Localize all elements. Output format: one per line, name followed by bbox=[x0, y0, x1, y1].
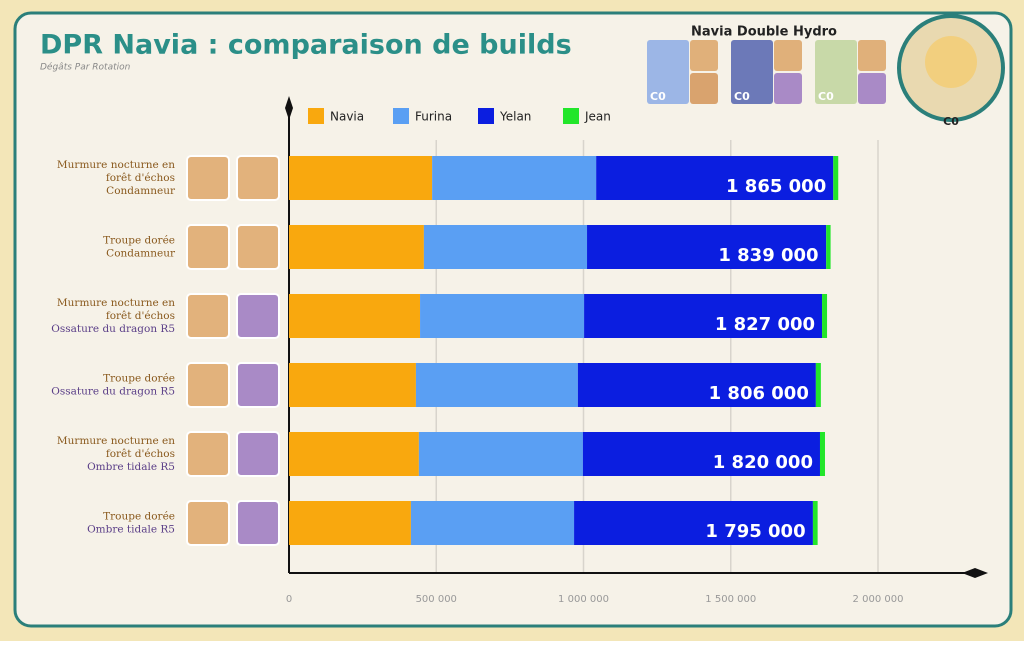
legend-label: Navia bbox=[330, 110, 364, 124]
legend-swatch bbox=[478, 108, 494, 124]
weapon-label: Condamneur bbox=[106, 248, 176, 260]
weapon-icon bbox=[236, 155, 280, 201]
total-label: 1 806 000 bbox=[709, 383, 809, 404]
weapon-icon bbox=[236, 431, 280, 477]
bar-segment bbox=[574, 501, 813, 545]
bar-segment bbox=[587, 225, 827, 269]
legend-swatch bbox=[308, 108, 324, 124]
weapon-icon bbox=[236, 293, 280, 339]
artifact-label: Troupe dorée bbox=[103, 511, 175, 523]
bar-segment bbox=[812, 501, 818, 545]
weapon-label: Ossature du dragon R5 bbox=[51, 386, 175, 398]
artifact-icon bbox=[690, 40, 718, 71]
bar-segment bbox=[582, 432, 820, 476]
weapon-icon bbox=[774, 73, 802, 104]
bar-segment bbox=[289, 156, 433, 200]
constellation: C0 bbox=[650, 90, 666, 103]
bar-segment bbox=[577, 363, 816, 407]
weapon-icon bbox=[858, 73, 886, 104]
bar-segment bbox=[289, 432, 419, 476]
constellation: C0 bbox=[734, 90, 750, 103]
bar-segment bbox=[423, 225, 588, 269]
bar-segment bbox=[826, 225, 831, 269]
legend-swatch bbox=[563, 108, 579, 124]
bar-segment bbox=[289, 501, 411, 545]
team-title: Navia Double Hydro bbox=[691, 25, 837, 40]
total-label: 1 827 000 bbox=[715, 314, 815, 335]
portrait-label: C0 bbox=[943, 115, 959, 128]
bar-segment bbox=[432, 156, 597, 200]
bar-segment bbox=[410, 501, 575, 545]
artifact-label: Murmure nocturne en bbox=[57, 435, 175, 447]
bar-segment bbox=[289, 294, 421, 338]
artifact-label: Troupe dorée bbox=[103, 373, 175, 385]
artifact-icon bbox=[186, 431, 230, 477]
weapon-label: Ombre tidale R5 bbox=[87, 461, 175, 473]
team-card bbox=[647, 40, 689, 104]
legend-label: Furina bbox=[415, 110, 452, 124]
axis-ornament bbox=[962, 568, 988, 578]
bar-segment bbox=[584, 294, 823, 338]
total-label: 1 865 000 bbox=[726, 176, 826, 197]
legend-swatch bbox=[393, 108, 409, 124]
weapon-icon bbox=[690, 73, 718, 104]
total-label: 1 795 000 bbox=[705, 521, 805, 542]
portrait-hair bbox=[925, 36, 977, 88]
team: C0 C0 C0 bbox=[647, 40, 886, 104]
bar-segment bbox=[289, 363, 416, 407]
artifact-icon bbox=[774, 40, 802, 71]
x-tick-label: 0 bbox=[286, 594, 292, 605]
bar-segment bbox=[415, 363, 578, 407]
legend-label: Jean bbox=[584, 110, 611, 124]
bar-segment bbox=[420, 294, 585, 338]
weapon-icon bbox=[236, 362, 280, 408]
weapon-label: Condamneur bbox=[106, 185, 176, 197]
x-tick-label: 2 000 000 bbox=[853, 594, 904, 605]
artifact-icon bbox=[186, 500, 230, 546]
chart-subtitle: Dégâts Par Rotation bbox=[40, 62, 131, 73]
weapon-label: Ombre tidale R5 bbox=[87, 524, 175, 536]
x-tick-label: 1 000 000 bbox=[558, 594, 609, 605]
artifact-label: Troupe dorée bbox=[103, 235, 175, 247]
x-tick-label: 1 500 000 bbox=[705, 594, 756, 605]
team-card bbox=[731, 40, 773, 104]
axis-ornament bbox=[285, 96, 293, 120]
artifact-icon bbox=[186, 362, 230, 408]
team-card bbox=[815, 40, 857, 104]
bar-segment bbox=[289, 225, 424, 269]
artifact-icon bbox=[858, 40, 886, 71]
legend-label: Yelan bbox=[499, 110, 531, 124]
bar-segment bbox=[418, 432, 583, 476]
bar-segment bbox=[596, 156, 834, 200]
artifact-icon bbox=[186, 155, 230, 201]
weapon-icon bbox=[236, 224, 280, 270]
artifact-label: forêt d'échos bbox=[106, 310, 175, 322]
constellation: C0 bbox=[818, 90, 834, 103]
artifact-icon bbox=[186, 224, 230, 270]
x-tick-label: 500 000 bbox=[416, 594, 457, 605]
artifact-label: forêt d'échos bbox=[106, 172, 175, 184]
weapon-label: Ossature du dragon R5 bbox=[51, 323, 175, 335]
artifact-label: forêt d'échos bbox=[106, 448, 175, 460]
chart-title: DPR Navia : comparaison de builds bbox=[40, 30, 572, 61]
bar-segment bbox=[833, 156, 839, 200]
bar-segment bbox=[822, 294, 828, 338]
bar-segment bbox=[819, 432, 825, 476]
weapon-icon bbox=[236, 500, 280, 546]
total-label: 1 820 000 bbox=[713, 452, 813, 473]
artifact-label: Murmure nocturne en bbox=[57, 297, 175, 309]
artifact-icon bbox=[186, 293, 230, 339]
total-label: 1 839 000 bbox=[718, 245, 818, 266]
bar-segment bbox=[815, 363, 821, 407]
artifact-label: Murmure nocturne en bbox=[57, 159, 175, 171]
